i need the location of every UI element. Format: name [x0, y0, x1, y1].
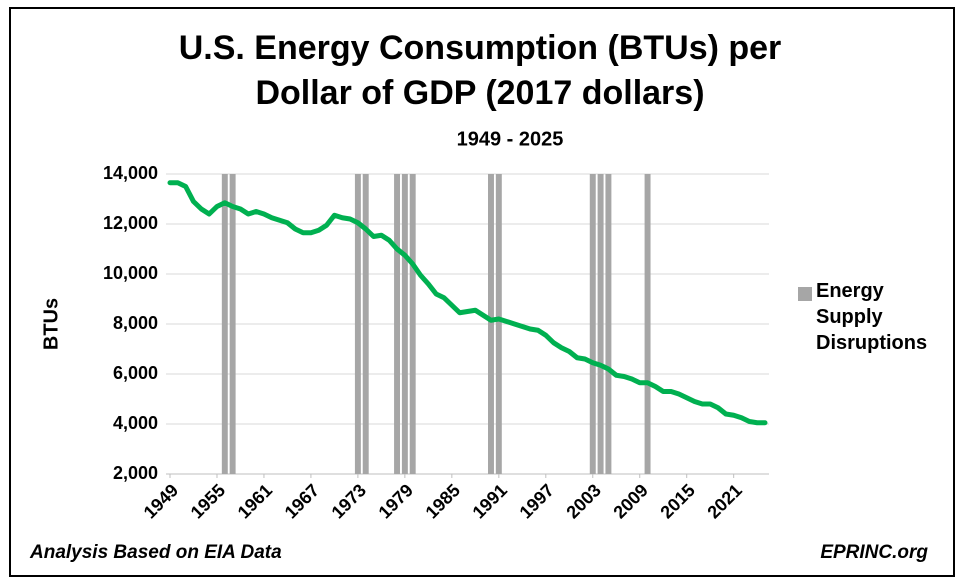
disruption-bar: [589, 174, 596, 474]
disruption-bar: [597, 174, 604, 474]
legend-label: Energy Supply Disruptions: [816, 280, 928, 354]
disruption-bar: [221, 174, 228, 474]
y-tick-label: 12,000: [103, 213, 158, 233]
legend-swatch: [798, 287, 812, 301]
chart-subtitle: 1949 - 2025: [457, 128, 564, 150]
y-axis-label: BTUs: [40, 298, 62, 350]
disruption-bar: [401, 174, 408, 474]
y-tick-label: 2,000: [113, 463, 158, 483]
chart-title: U.S. Energy Consumption (BTUs) per: [179, 29, 782, 67]
disruption-bar: [409, 174, 416, 474]
source-note: Analysis Based on EIA Data: [29, 542, 282, 563]
disruption-bar: [354, 174, 361, 474]
disruption-bar: [229, 174, 236, 474]
disruption-bar: [488, 174, 494, 474]
disruption-bar: [362, 174, 369, 474]
disruption-bar: [605, 174, 612, 474]
y-tick-label: 10,000: [103, 263, 158, 283]
disruption-bar: [495, 174, 502, 474]
y-tick-label: 6,000: [113, 363, 158, 383]
data-line: [167, 180, 768, 426]
disruption-bar: [644, 174, 651, 474]
y-tick-label: 14,000: [103, 163, 158, 183]
chart-title: Dollar of GDP (2017 dollars): [255, 74, 704, 112]
y-tick-label: 4,000: [113, 413, 158, 433]
y-tick-label: 8,000: [113, 313, 158, 333]
credit-note: EPRINC.org: [820, 542, 928, 563]
disruption-bar: [394, 174, 401, 474]
frame: [9, 7, 955, 577]
